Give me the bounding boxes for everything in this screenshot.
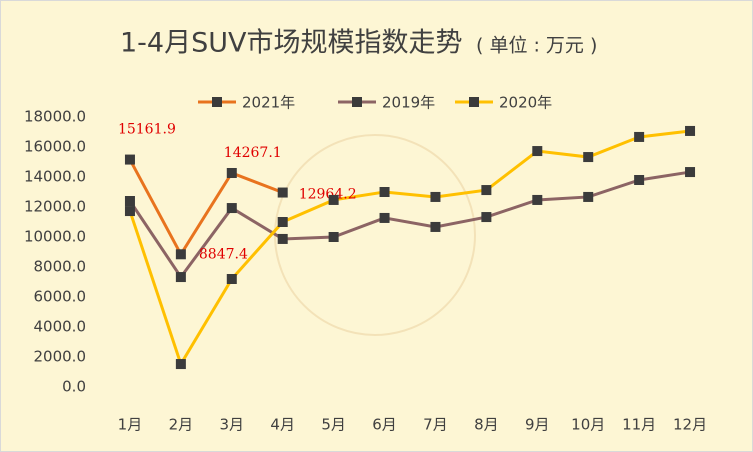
point-marker xyxy=(226,167,237,178)
point-marker xyxy=(532,146,543,157)
data-label: 14267.1 xyxy=(224,145,282,161)
chart-subtitle: ( 单位 : 万元 ) xyxy=(476,35,597,57)
point-marker xyxy=(226,203,237,214)
chart-title: 1-4月SUV市场规模指数走势 xyxy=(120,28,462,59)
x-tick-label: 4月 xyxy=(270,416,295,434)
legend-marker xyxy=(352,97,362,107)
y-tick-label: 2000.0 xyxy=(34,348,87,366)
point-marker xyxy=(481,212,492,223)
y-tick-label: 4000.0 xyxy=(34,318,87,336)
point-marker xyxy=(124,206,135,217)
x-tick-label: 2月 xyxy=(169,416,194,434)
series-line xyxy=(128,129,691,368)
point-marker xyxy=(277,217,288,227)
data-label: 12964.2 xyxy=(299,187,357,203)
point-marker xyxy=(277,233,288,244)
y-tick-label: 10000.0 xyxy=(24,228,86,246)
x-tick-label: 8月 xyxy=(474,416,499,434)
point-marker xyxy=(124,154,135,165)
point-marker xyxy=(583,191,594,202)
legend-label: 2021年 xyxy=(242,94,295,112)
x-tick-label: 10月 xyxy=(571,416,605,434)
legend-marker xyxy=(469,97,479,107)
y-tick-label: 8000.0 xyxy=(34,258,87,276)
x-tick-label: 9月 xyxy=(525,416,550,434)
x-tick-label: 5月 xyxy=(321,416,346,434)
x-tick-label: 11月 xyxy=(622,416,656,434)
y-tick-label: 12000.0 xyxy=(24,198,86,216)
x-tick-label: 1月 xyxy=(118,416,143,434)
point-marker xyxy=(583,152,594,163)
series-line xyxy=(128,158,284,258)
x-tick-label: 7月 xyxy=(423,416,448,434)
point-marker xyxy=(124,196,135,206)
point-marker xyxy=(685,167,696,178)
x-tick-label: 3月 xyxy=(220,416,245,434)
y-tick-label: 0.0 xyxy=(62,378,86,396)
point-marker xyxy=(634,131,645,142)
point-marker xyxy=(226,274,237,284)
point-marker xyxy=(175,359,186,370)
y-tick-label: 14000.0 xyxy=(24,168,86,186)
point-marker xyxy=(532,194,543,205)
point-marker xyxy=(328,232,339,242)
point-marker xyxy=(175,272,186,283)
y-tick-label: 18000.0 xyxy=(24,108,86,126)
data-label: 8847.4 xyxy=(199,246,248,262)
data-label: 15161.9 xyxy=(118,122,176,138)
legend-label: 2019年 xyxy=(382,94,435,112)
point-marker xyxy=(175,249,186,260)
legend-label: 2020年 xyxy=(499,94,552,112)
point-marker xyxy=(379,187,390,197)
point-marker xyxy=(277,187,288,198)
y-tick-label: 16000.0 xyxy=(24,138,86,156)
legend-marker xyxy=(212,97,222,107)
x-tick-label: 12月 xyxy=(673,416,707,434)
point-marker xyxy=(379,212,390,223)
point-marker xyxy=(430,191,441,202)
y-tick-label: 6000.0 xyxy=(34,288,87,306)
series-line xyxy=(128,170,691,280)
point-marker xyxy=(634,175,645,185)
point-marker xyxy=(430,221,441,232)
point-marker xyxy=(481,185,492,196)
point-marker xyxy=(328,194,339,205)
x-tick-label: 6月 xyxy=(372,416,397,434)
point-marker xyxy=(685,125,696,136)
